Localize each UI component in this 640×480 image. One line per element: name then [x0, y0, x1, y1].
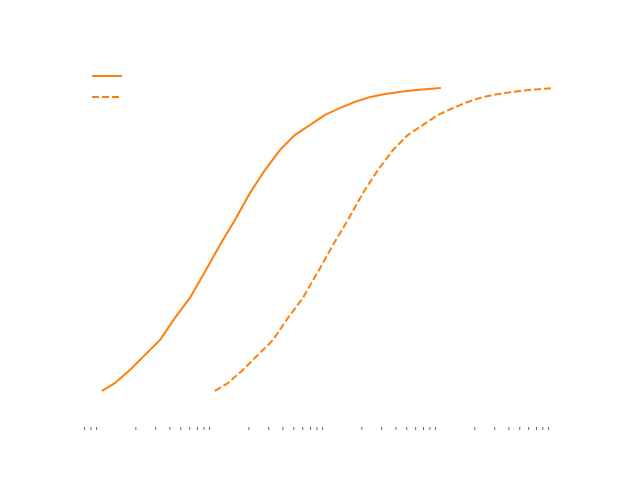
- series-line-2: [214, 87, 554, 392]
- legend: [92, 75, 122, 98]
- x-axis-ticks: [84, 427, 549, 430]
- plot-lines: [101, 87, 554, 392]
- series-line-1: [101, 87, 441, 392]
